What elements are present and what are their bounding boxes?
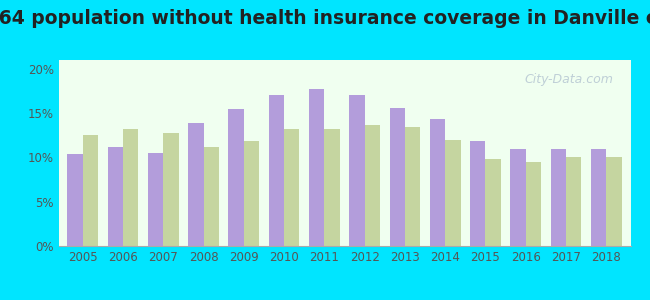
Bar — [203, 147, 219, 246]
Bar — [163, 133, 179, 246]
Text: 40-64 population without health insurance coverage in Danville city: 40-64 population without health insuranc… — [0, 9, 650, 28]
Bar — [486, 159, 500, 246]
Bar — [566, 158, 581, 246]
Bar — [324, 129, 340, 246]
Bar — [606, 158, 621, 246]
Bar — [268, 95, 284, 246]
Bar — [445, 140, 460, 246]
Bar — [510, 149, 526, 246]
Bar — [430, 119, 445, 246]
Bar — [551, 149, 566, 246]
Bar — [284, 129, 300, 246]
Bar — [405, 127, 421, 246]
Bar — [123, 129, 138, 246]
Bar — [68, 154, 83, 246]
Bar — [591, 149, 606, 246]
Bar — [349, 94, 365, 246]
Bar — [365, 125, 380, 246]
Bar — [526, 162, 541, 246]
Bar — [188, 123, 203, 246]
Bar — [389, 108, 405, 246]
Bar — [108, 147, 123, 246]
Bar — [83, 135, 98, 246]
Bar — [229, 109, 244, 246]
Text: City-Data.com: City-Data.com — [525, 73, 614, 86]
Bar — [148, 153, 163, 246]
Bar — [470, 141, 486, 246]
Bar — [244, 141, 259, 246]
Bar — [309, 89, 324, 246]
